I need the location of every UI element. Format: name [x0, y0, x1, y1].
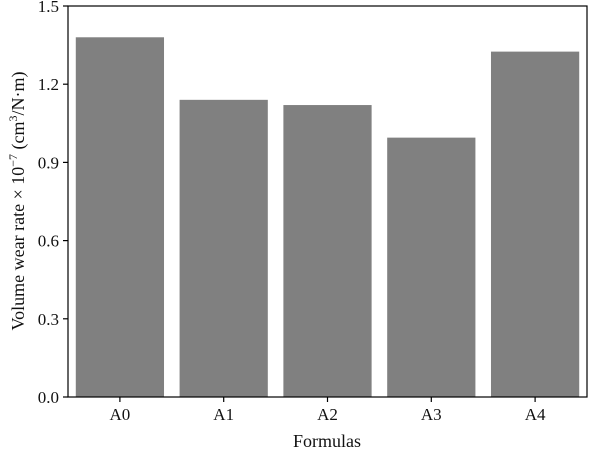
y-tick-label: 0.0 — [38, 388, 59, 407]
bars-group — [75, 37, 580, 398]
y-tick-label: 1.2 — [38, 75, 59, 94]
x-tick-label-a4: A4 — [525, 405, 546, 424]
y-axis-title-prefix: Volume wear rate × 10 — [8, 167, 28, 331]
y-tick-label: 1.5 — [38, 0, 59, 16]
y-tick-label: 0.3 — [38, 310, 59, 329]
y-tick-label: 0.9 — [38, 153, 59, 172]
y-axis: 0.0 0.3 0.6 0.9 1.2 1.5 — [38, 0, 68, 407]
y-axis-title: Volume wear rate × 10−7 (cm3/N·m) — [6, 71, 29, 330]
bar-a0 — [75, 37, 165, 397]
bar-a4 — [490, 51, 580, 397]
bar-a2 — [283, 105, 372, 397]
x-tick-label-a1: A1 — [213, 405, 234, 424]
y-axis-title-exponent: −7 — [6, 154, 20, 167]
y-axis-title-unit-close: /N·m) — [8, 71, 29, 115]
y-axis-title-unit-exponent: 3 — [6, 115, 20, 121]
x-tick-label-a2: A2 — [317, 405, 338, 424]
x-axis: A0 A1 A2 A3 A4 — [110, 397, 546, 424]
x-axis-title: Formulas — [293, 431, 361, 451]
x-tick-label-a0: A0 — [110, 405, 131, 424]
y-tick-label: 0.6 — [38, 232, 59, 251]
bar-a3 — [387, 137, 476, 398]
x-tick-label-a3: A3 — [421, 405, 442, 424]
bar-a1 — [179, 99, 268, 397]
y-axis-title-unit-open: (cm — [8, 121, 29, 153]
